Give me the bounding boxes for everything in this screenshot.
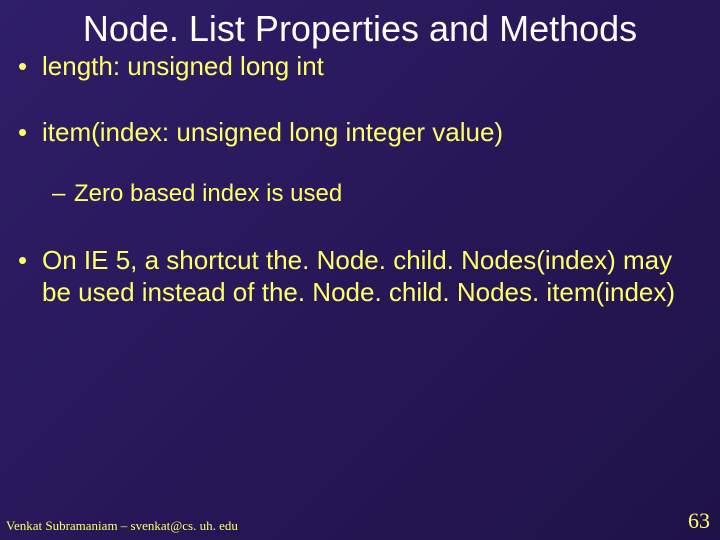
bullet-marker: • [18, 51, 42, 83]
bullet-item: • length: unsigned long int [18, 51, 702, 83]
footer-author: Venkat Subramaniam – svenkat@cs. uh. edu [6, 518, 238, 534]
bullet-text: length: unsigned long int [42, 51, 702, 83]
slide-title: Node. List Properties and Methods [60, 8, 660, 49]
bullet-marker: • [18, 245, 42, 308]
slide-content: • length: unsigned long int • item(index… [0, 51, 720, 308]
bullet-text: item(index: unsigned long integer value) [42, 117, 702, 149]
bullet-marker: – [52, 179, 74, 209]
bullet-item: • On IE 5, a shortcut the. Node. child. … [18, 245, 702, 308]
bullet-text: Zero based index is used [74, 179, 702, 209]
bullet-item: • item(index: unsigned long integer valu… [18, 117, 702, 149]
sub-bullet-item: – Zero based index is used [52, 179, 702, 209]
page-number: 63 [688, 508, 710, 534]
bullet-text: On IE 5, a shortcut the. Node. child. No… [42, 245, 702, 308]
slide: Node. List Properties and Methods • leng… [0, 0, 720, 540]
bullet-marker: • [18, 117, 42, 149]
